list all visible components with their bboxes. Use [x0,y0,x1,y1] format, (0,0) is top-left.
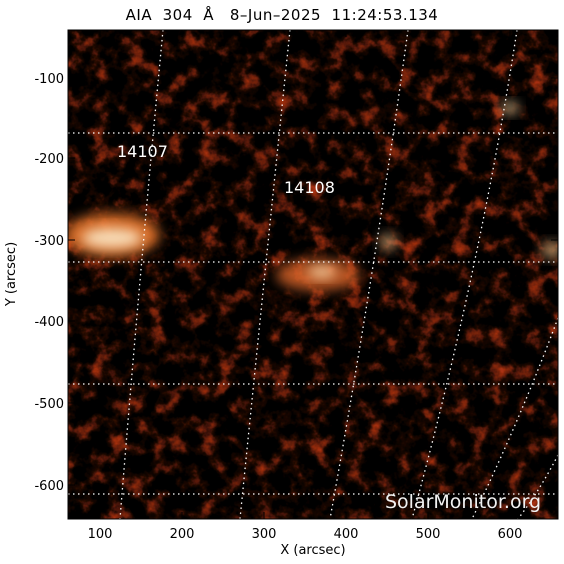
y-tick-label: -400 [34,315,64,330]
x-tick-label: 500 [416,527,441,542]
x-tick-label: 300 [252,527,277,542]
aia-304-image [68,30,558,519]
y-tick-label: -200 [34,152,64,167]
active-region-label: 14108 [284,178,335,197]
tick-marks [68,30,558,519]
active-region-label: 14107 [117,142,168,161]
x-tick-label: 400 [334,527,359,542]
y-tick-label: -600 [34,479,64,494]
x-tick-label: 100 [88,527,113,542]
y-tick-label: -300 [34,234,64,249]
coordinate-grid [68,30,558,519]
x-tick-label: 600 [498,527,523,542]
y-axis-label: Y (arcsec) [4,242,19,307]
y-tick-label: -100 [34,72,64,87]
y-tick-label: -500 [34,397,64,412]
plot-frame [67,29,559,520]
image-title: AIA 304 Å 8–Jun–2025 11:24:53.134 [125,6,439,24]
x-axis-label: X (arcsec) [280,543,345,558]
x-tick-label: 200 [170,527,195,542]
solarmonitor-watermark: SolarMonitor.org [385,491,541,513]
